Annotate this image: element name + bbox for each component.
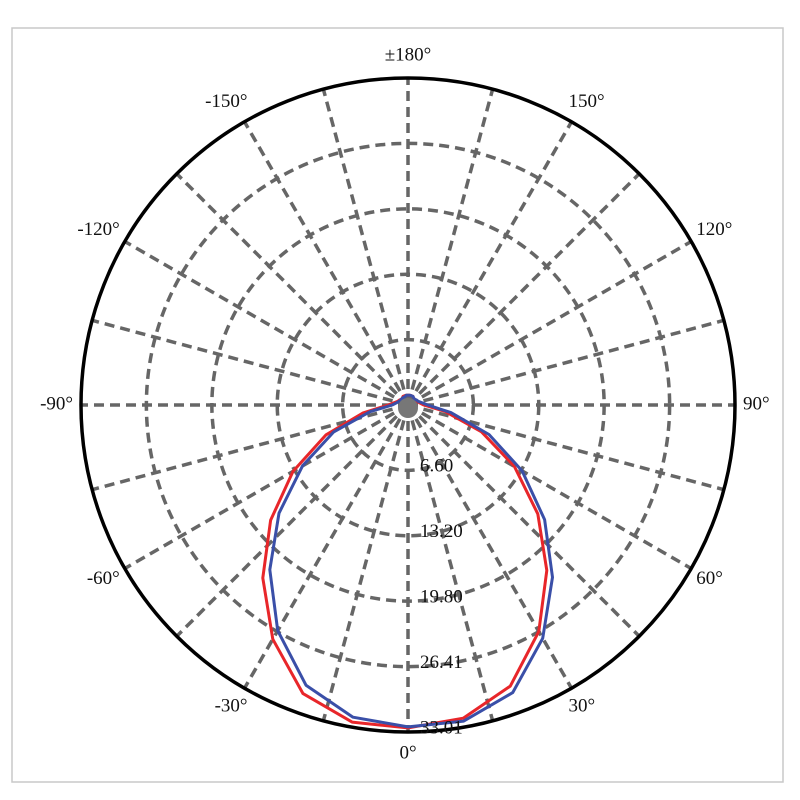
r-tick-label: 6.60 [420,456,453,477]
spoke-grid-line [91,318,409,407]
spoke-grid-line [242,120,410,406]
spoke-grid-line [175,403,410,638]
spoke-grid-line [406,404,574,690]
theta-tick-label: 30° [569,696,596,717]
r-tick-label: 33.01 [420,717,463,738]
spoke-grid-line [123,239,409,407]
center-dot [398,398,418,418]
theta-tick-label: 150° [569,91,605,112]
series-line [268,393,554,729]
spoke-grid-line [123,403,409,571]
ring-grid-line [340,337,476,473]
r-tick-label: 19.80 [420,586,463,607]
theta-tick-label: -120° [77,219,119,240]
ring-grid-line [275,272,541,538]
theta-tick-label: ±180° [385,44,432,65]
spoke-grid-line [175,172,410,407]
theta-tick-label: -90° [40,393,73,414]
spoke-grid-line [406,120,574,406]
theta-tick-label: 120° [696,219,732,240]
theta-tick-label: -60° [87,568,120,589]
spoke-grid-line [407,318,725,407]
spoke-grid-line [321,88,410,406]
spoke-grid-line [406,404,495,722]
spoke-grid-line [407,403,693,571]
spoke-grid-line [407,239,693,407]
spoke-grid-line [321,404,410,722]
theta-tick-label: 0° [399,742,416,763]
r-tick-label: 13.20 [420,521,463,542]
spoke-grid-line [242,404,410,690]
spoke-grid-line [406,88,495,406]
theta-tick-label: -150° [205,91,247,112]
theta-tick-label: -30° [215,696,248,717]
r-tick-label: 26.41 [420,652,463,673]
theta-tick-label: 60° [696,568,723,589]
ring-grid-line [144,141,672,669]
theta-tick-label: 90° [743,393,770,414]
ring-grid-line [79,76,737,734]
spoke-grid-line [406,403,641,638]
spoke-grid-line [406,172,641,407]
ring-grid-line [210,207,606,603]
